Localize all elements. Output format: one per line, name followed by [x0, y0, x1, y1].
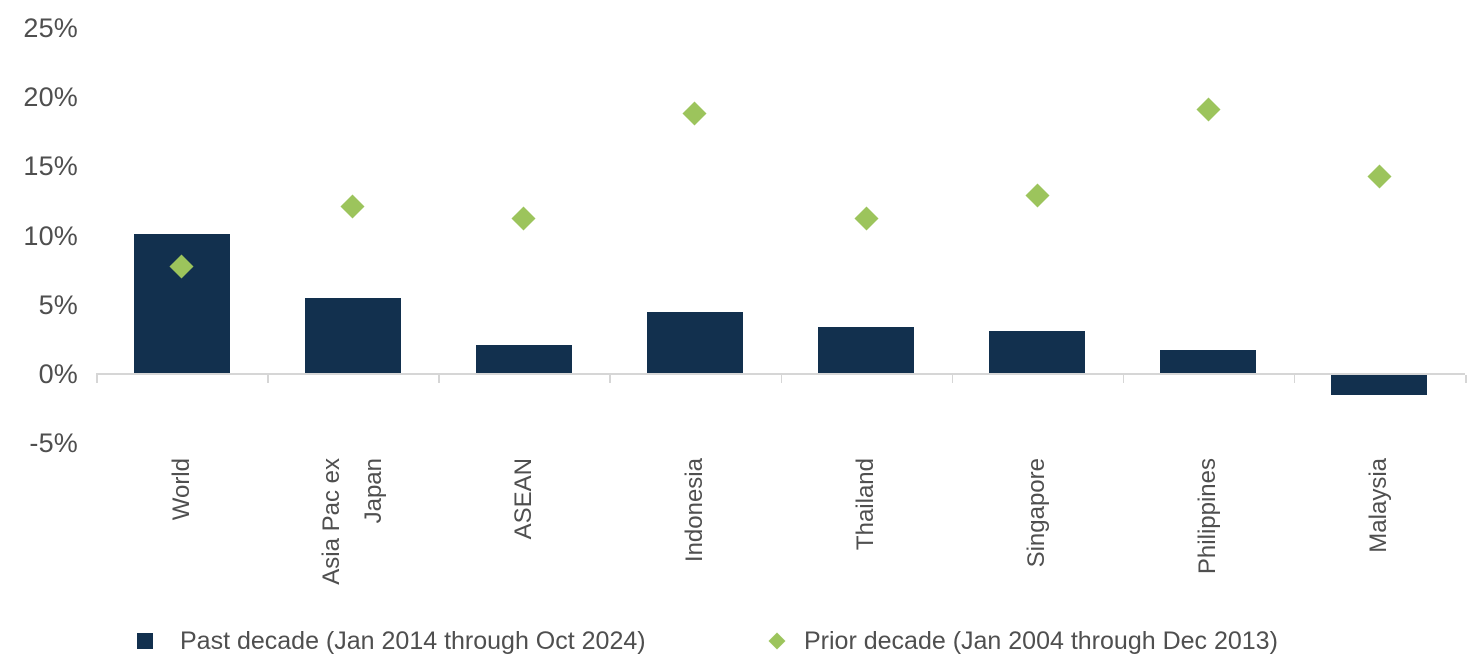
x-tick-mark — [96, 375, 98, 383]
x-category-label-line: Thailand — [852, 458, 880, 551]
x-category-label-line: ASEAN — [509, 458, 537, 540]
bar — [989, 331, 1086, 374]
x-category-label: Thailand — [816, 458, 916, 608]
x-tick-mark — [438, 375, 440, 383]
x-category-label-line: Malaysia — [1365, 458, 1393, 553]
y-tick-label: 20% — [23, 82, 78, 113]
bar — [1160, 350, 1257, 374]
bar — [475, 344, 572, 374]
x-category-label-line: Philippines — [1194, 458, 1222, 575]
x-axis-line — [96, 373, 1465, 375]
x-category-label: ASEAN — [474, 458, 574, 608]
y-tick-label: 15% — [23, 151, 78, 182]
x-tick-mark — [1293, 375, 1296, 383]
diamond-series-swatch-icon — [768, 632, 786, 650]
bar — [304, 297, 401, 374]
diamond-marker — [511, 206, 536, 232]
legend-item-prior-decade: Prior decade (Jan 2004 through Dec 2013) — [768, 624, 1278, 658]
x-tick-mark — [1122, 375, 1125, 383]
x-category-label: Singapore — [987, 458, 1087, 608]
diamond-marker — [1196, 97, 1221, 122]
x-tick-mark — [609, 375, 611, 383]
y-tick-label: 5% — [38, 289, 78, 320]
x-category-label-line: Indonesia — [680, 458, 708, 563]
diamond-marker — [340, 194, 365, 219]
y-tick-label: 10% — [23, 220, 78, 251]
x-tick-mark — [267, 375, 269, 383]
x-category-label-line: Asia Pac ex — [317, 458, 345, 585]
x-category-label: Indonesia — [645, 458, 745, 608]
bar — [646, 311, 743, 374]
y-tick-label: 25% — [23, 13, 78, 43]
diamond-marker — [854, 206, 879, 232]
y-tick-label: 0% — [38, 359, 78, 389]
bar — [1331, 374, 1428, 395]
x-tick-mark — [780, 375, 782, 383]
x-category-label: Asia Pac ex Japan — [303, 458, 403, 608]
legend-label-past-decade: Past decade (Jan 2014 through Oct 2024) — [180, 626, 646, 655]
x-category-label-line: World — [167, 458, 195, 521]
x-tick-mark — [951, 375, 954, 383]
bar — [818, 326, 915, 374]
bar-series-swatch-icon — [137, 633, 153, 649]
x-category-label: Philippines — [1158, 458, 1258, 608]
x-category-label: Malaysia — [1329, 458, 1429, 608]
legend-label-prior-decade: Prior decade (Jan 2004 through Dec 2013) — [804, 626, 1278, 655]
x-category-label-line: Japan — [359, 458, 387, 524]
x-tick-mark — [1465, 375, 1467, 383]
diamond-marker — [1367, 164, 1392, 189]
legend-item-past-decade: Past decade (Jan 2014 through Oct 2024) — [137, 624, 646, 658]
y-tick-label: -5% — [29, 428, 78, 459]
legend: Past decade (Jan 2014 through Oct 2024) … — [0, 624, 1483, 658]
diamond-marker — [682, 101, 707, 126]
x-category-label: World — [132, 458, 232, 608]
x-category-label-line: Singapore — [1023, 458, 1051, 568]
diamond-marker — [1025, 183, 1050, 208]
